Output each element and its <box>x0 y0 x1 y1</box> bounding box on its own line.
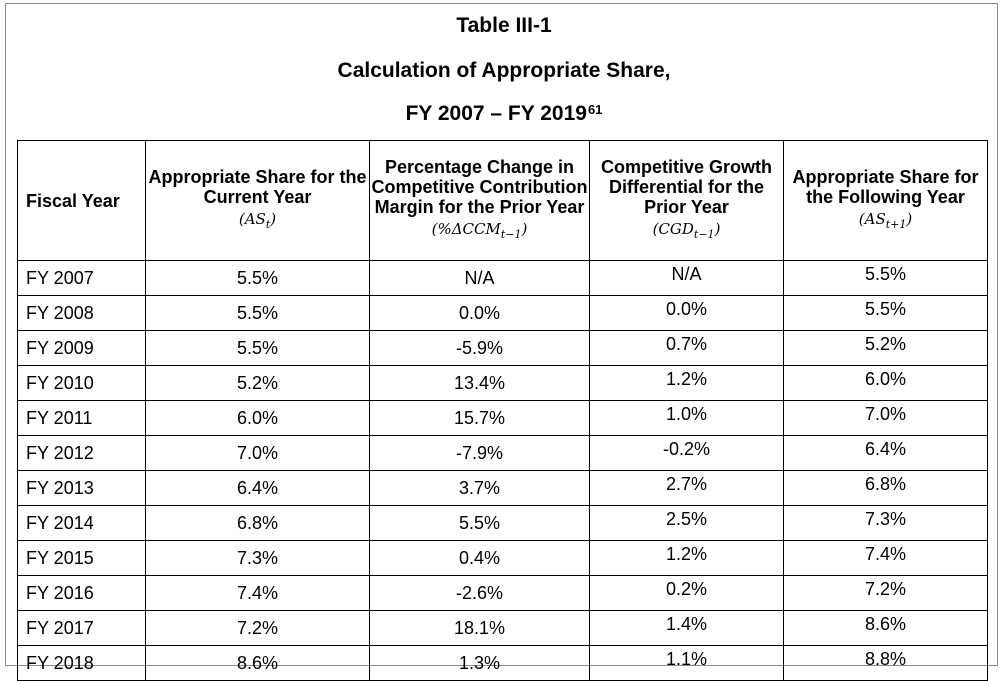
cell-as-current: 6.0% <box>145 400 370 436</box>
cell-pct-change-ccm: 0.4% <box>369 540 590 576</box>
cell-fiscal-year: FY 2008 <box>17 295 146 331</box>
header-cgd: Competitive Growth Differential for the … <box>589 140 784 261</box>
cell-as-current: 7.4% <box>145 575 370 611</box>
cell-pct-change-ccm: 18.1% <box>369 610 590 646</box>
cell-as-following: 5.5% <box>783 260 988 296</box>
cell-pct-change-ccm: 13.4% <box>369 365 590 401</box>
header-fiscal-year: Fiscal Year <box>17 140 146 261</box>
header-label: Appropriate Share for the Following Year <box>792 166 979 207</box>
cell-fiscal-year: FY 2014 <box>17 505 146 541</box>
cell-cgd: N/A <box>589 260 784 296</box>
header-label: Fiscal Year <box>26 190 120 211</box>
cell-fiscal-year: FY 2016 <box>17 575 146 611</box>
header-label: Percentage Change in Competitive Contrib… <box>371 156 588 217</box>
cell-as-current: 5.5% <box>145 295 370 331</box>
cell-pct-change-ccm: 1.3% <box>369 645 590 681</box>
cell-as-following: 7.3% <box>783 505 988 541</box>
appropriate-share-table: Fiscal Year Appropriate Share for the Cu… <box>17 140 988 681</box>
cell-pct-change-ccm: N/A <box>369 260 590 296</box>
table-label: Table III-1 <box>0 11 1008 41</box>
cell-cgd: 2.5% <box>589 505 784 541</box>
table-title-text: Calculation of Appropriate Share, <box>337 59 671 82</box>
cell-as-following: 5.2% <box>783 330 988 366</box>
cell-as-current: 5.5% <box>145 260 370 296</box>
cell-as-following: 6.4% <box>783 435 988 471</box>
cell-as-current: 6.4% <box>145 470 370 506</box>
cell-as-following: 6.0% <box>783 365 988 401</box>
cell-pct-change-ccm: 5.5% <box>369 505 590 541</box>
table-row: FY 2014 6.8% 5.5% 2.5% 7.3% <box>17 505 988 541</box>
table-title: Calculation of Appropriate Share, <box>0 56 1008 86</box>
cell-cgd: 0.2% <box>589 575 784 611</box>
table-row: FY 2012 7.0% -7.9% -0.2% 6.4% <box>17 435 988 471</box>
cell-cgd: 1.2% <box>589 365 784 401</box>
cell-cgd: 1.0% <box>589 400 784 436</box>
cell-as-current: 6.8% <box>145 505 370 541</box>
table-label-text: Table III-1 <box>456 14 552 37</box>
cell-as-current: 5.5% <box>145 330 370 366</box>
header-as-current: Appropriate Share for the Current Year (… <box>145 140 370 261</box>
cell-as-current: 7.2% <box>145 610 370 646</box>
cell-as-following: 8.6% <box>783 610 988 646</box>
cell-as-current: 7.3% <box>145 540 370 576</box>
cell-as-following: 7.2% <box>783 575 988 611</box>
header-row: Fiscal Year Appropriate Share for the Cu… <box>17 140 988 261</box>
cell-cgd: -0.2% <box>589 435 784 471</box>
table-subtitle-text: FY 2007 – FY 2019 <box>405 102 587 125</box>
cell-as-current: 8.6% <box>145 645 370 681</box>
header-symbol: (ASt+1) <box>858 209 913 231</box>
table-row: FY 2010 5.2% 13.4% 1.2% 6.0% <box>17 365 988 401</box>
table-row: FY 2015 7.3% 0.4% 1.2% 7.4% <box>17 540 988 576</box>
cell-cgd: 1.4% <box>589 610 784 646</box>
cell-pct-change-ccm: 15.7% <box>369 400 590 436</box>
cell-as-following: 8.8% <box>783 645 988 681</box>
cell-pct-change-ccm: 3.7% <box>369 470 590 506</box>
header-symbol: (ASt) <box>238 209 277 231</box>
table-row: FY 2009 5.5% -5.9% 0.7% 5.2% <box>17 330 988 366</box>
cell-pct-change-ccm: -2.6% <box>369 575 590 611</box>
table-row: FY 2016 7.4% -2.6% 0.2% 7.2% <box>17 575 988 611</box>
cell-fiscal-year: FY 2011 <box>17 400 146 436</box>
table-row: FY 2017 7.2% 18.1% 1.4% 8.6% <box>17 610 988 646</box>
cell-pct-change-ccm: -5.9% <box>369 330 590 366</box>
cell-as-following: 5.5% <box>783 295 988 331</box>
cell-fiscal-year: FY 2012 <box>17 435 146 471</box>
header-as-following: Appropriate Share for the Following Year… <box>783 140 988 261</box>
cell-fiscal-year: FY 2009 <box>17 330 146 366</box>
cell-cgd: 0.7% <box>589 330 784 366</box>
cell-cgd: 2.7% <box>589 470 784 506</box>
cell-fiscal-year: FY 2018 <box>17 645 146 681</box>
cell-cgd: 0.0% <box>589 295 784 331</box>
footnote-ref: 61 <box>587 102 603 117</box>
cell-pct-change-ccm: -7.9% <box>369 435 590 471</box>
table-row: FY 2008 5.5% 0.0% 0.0% 5.5% <box>17 295 988 331</box>
cell-fiscal-year: FY 2017 <box>17 610 146 646</box>
table-row: FY 2007 5.5% N/A N/A 5.5% <box>17 260 988 296</box>
header-label: Competitive Growth Differential for the … <box>600 156 772 217</box>
cell-pct-change-ccm: 0.0% <box>369 295 590 331</box>
cell-fiscal-year: FY 2007 <box>17 260 146 296</box>
header-symbol: (%ΔCCMt−1) <box>431 219 528 241</box>
table-body: FY 2007 5.5% N/A N/A 5.5% FY 2008 5.5% 0.0% 0.0%… <box>17 260 988 681</box>
cell-as-following: 7.4% <box>783 540 988 576</box>
cell-as-following: 7.0% <box>783 400 988 436</box>
table-subtitle: FY 2007 – FY 201961 <box>0 99 1008 129</box>
cell-cgd: 1.2% <box>589 540 784 576</box>
cell-fiscal-year: FY 2015 <box>17 540 146 576</box>
table-row: FY 2011 6.0% 15.7% 1.0% 7.0% <box>17 400 988 436</box>
cell-fiscal-year: FY 2013 <box>17 470 146 506</box>
table-row: FY 2018 8.6% 1.3% 1.1% 8.8% <box>17 645 988 681</box>
cell-as-current: 7.0% <box>145 435 370 471</box>
cell-as-following: 6.8% <box>783 470 988 506</box>
cell-as-current: 5.2% <box>145 365 370 401</box>
header-symbol: (CGDt−1) <box>652 219 721 241</box>
table-row: FY 2013 6.4% 3.7% 2.7% 6.8% <box>17 470 988 506</box>
cell-fiscal-year: FY 2010 <box>17 365 146 401</box>
cell-cgd: 1.1% <box>589 645 784 681</box>
header-label: Appropriate Share for the Current Year <box>148 166 367 207</box>
header-pct-change-ccm: Percentage Change in Competitive Contrib… <box>369 140 590 261</box>
